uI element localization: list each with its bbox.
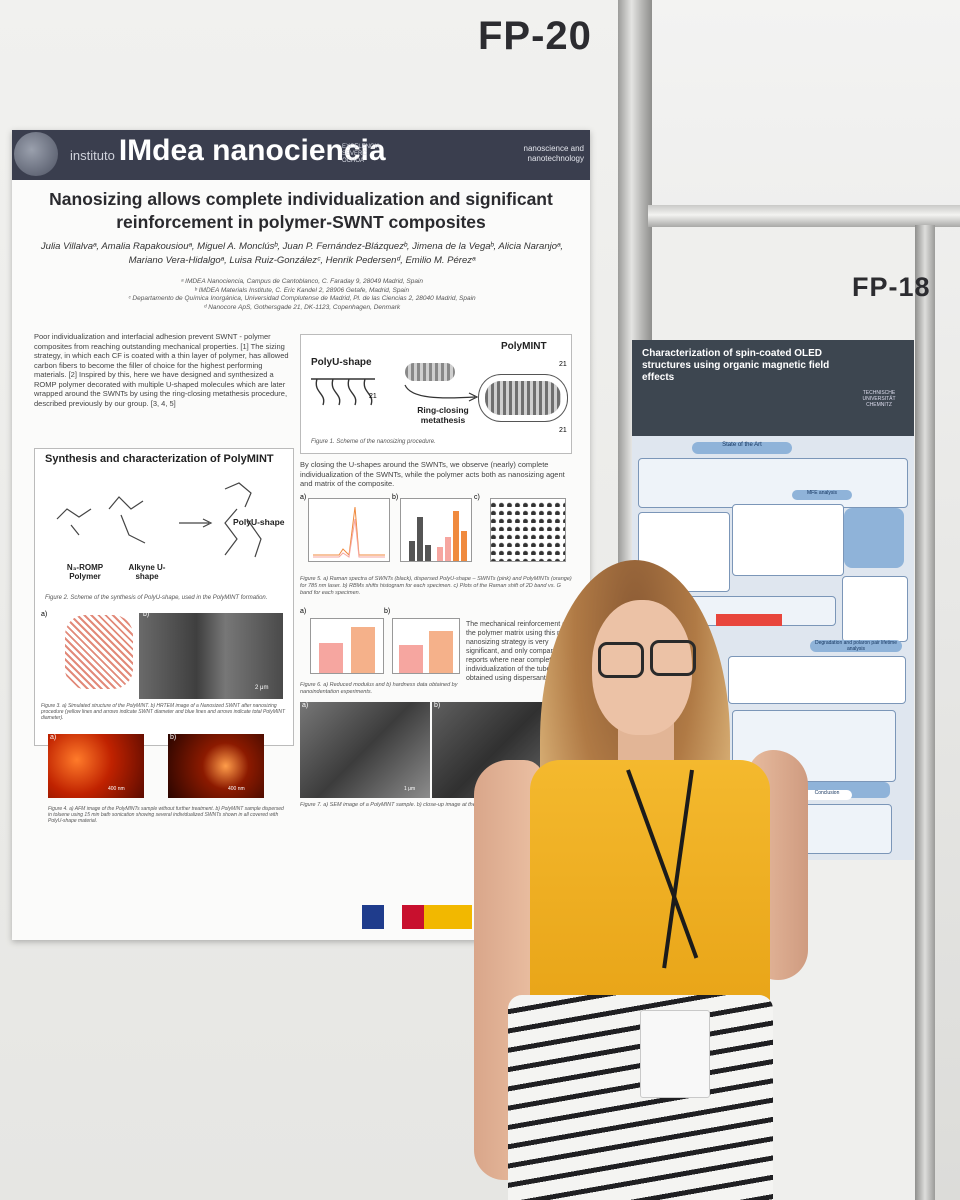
rbm-histogram [400, 498, 472, 562]
raman-spectra-lines [313, 506, 385, 558]
synthesis-section: Synthesis and characterization of PolyMI… [34, 448, 294, 746]
imdea-logo: instituto IMdea nanociencia [70, 134, 386, 167]
scheme-arrow-label: Ring-closing metathesis [417, 405, 469, 425]
nanociencia-logo-icon [14, 132, 58, 176]
fig6-caption: Figure 6. a) Reduced modulus and b) hard… [300, 682, 458, 695]
modulus-bar [351, 627, 375, 673]
scheme-right-subscript-bottom: 21 [559, 427, 567, 434]
intro-paragraph: Poor individualization and interfacial a… [34, 332, 289, 408]
booth-frame-top [648, 205, 960, 227]
fig3-panel-b-label: b) [143, 611, 150, 618]
fig5-panel-a-label: a) [300, 494, 307, 501]
name-badge [640, 1010, 710, 1098]
poster-authors: Julia Villalvaᵃ, Amalia Rapakousiouᵃ, Mi… [40, 241, 564, 266]
afm-scale-b: 400 nm [228, 786, 245, 792]
n3-romp-label: N₃-ROMP Polymer [66, 563, 104, 581]
raman-spectra-plot [308, 498, 390, 562]
polyu-label: PolyU-shape [233, 517, 285, 527]
booth-label-fp18: FP-18 [852, 272, 931, 302]
scheme-figure: PolyU-shape PolyMINT 21 Ring-closing met… [300, 334, 572, 454]
modulus-bar-chart [310, 618, 384, 674]
fig7-panel-b-label: b) [434, 702, 441, 709]
hist-bar [417, 517, 423, 561]
mechanical-paragraph: The mechanical reinforcement of the poly… [466, 621, 574, 682]
poster2-section-degradation: Degradation and polaron pair lifetime an… [810, 640, 902, 652]
hist-bar [453, 511, 459, 561]
modulus-bar [319, 643, 343, 673]
poster2-mfe-plot [732, 504, 844, 576]
afm-image-a [48, 734, 144, 798]
hrtem-image [139, 613, 283, 699]
afm-image-b [168, 734, 264, 798]
fig6-panel-a-label: a) [300, 608, 307, 615]
poster-header: instituto IMdea nanociencia EXCELENCIA SE… [12, 130, 590, 180]
afm-scale-a: 400 nm [108, 786, 125, 792]
booth-frame-post-right [915, 225, 935, 1200]
fig2-caption: Figure 2. Scheme of the synthesis of Pol… [45, 595, 268, 601]
fig7-panel-a-label: a) [302, 702, 309, 709]
severo-ochoa-logo: EXCELENCIA SEVERO OCHOA [342, 144, 380, 164]
glasses-icon [650, 640, 696, 676]
sem-scale-label: 1 μm [404, 786, 416, 792]
person-yellow-top [530, 760, 770, 1015]
fig1-caption: Figure 1. Scheme of the nanosizing proce… [311, 439, 436, 445]
fig4-panel-b-label: b) [170, 734, 177, 741]
hist-bar [461, 531, 467, 561]
hardness-bar [399, 645, 423, 673]
polymint-structure-icon [485, 381, 561, 415]
glasses-icon [598, 642, 644, 678]
header-tagline: nanoscience and nanotechnology [523, 144, 585, 163]
poster2-mfe-note [844, 508, 904, 568]
results-paragraph: By closing the U-shapes around the SWNTs… [300, 460, 565, 488]
fig6-panel-b-label: b) [384, 608, 391, 615]
fig7-caption: Figure 7. a) SEM image of a PolyMINT sam… [300, 802, 485, 808]
hist-bar [437, 547, 443, 561]
poster2-section-mfe: MFE analysis [792, 490, 852, 500]
fig4-caption: Figure 4. a) AFM image of the PolyMINTs … [48, 806, 284, 824]
reaction-arrow-icon [404, 384, 479, 402]
alkyne-label: Alkyne U-shape [128, 563, 166, 581]
polyu-structure-icon [311, 378, 375, 406]
poster2-red-figure [716, 614, 782, 626]
poster2-plot-small [842, 576, 908, 642]
hardness-bar [429, 631, 453, 673]
scheme-right-label: PolyMINT [501, 341, 547, 352]
fig4-panel-a-label: a) [50, 734, 57, 741]
poster2-section-state: State of the Art [692, 442, 792, 454]
scheme-left-label: PolyU-shape [311, 357, 372, 368]
poster2-title: Characterization of spin-coated OLED str… [642, 348, 830, 383]
scheme-left-subscript: 21 [369, 393, 377, 400]
fig5-panel-b-label: b) [392, 494, 399, 501]
poster2-section-conclusion: Conclusion [802, 790, 852, 800]
fig3-panel-a-label: a) [41, 611, 48, 618]
fig5-caption: Figure 5. a) Raman spectra of SWNTs (bla… [300, 576, 572, 596]
hist-bar [445, 537, 451, 561]
poster2-header: Characterization of spin-coated OLED str… [632, 340, 914, 436]
hist-bar [409, 541, 415, 561]
fig5-panel-c-label: c) [474, 494, 480, 501]
poster-title: Nanosizing allows complete individualiza… [49, 189, 553, 232]
booth-label-fp20: FP-20 [478, 14, 592, 58]
poster2-state-box [638, 458, 908, 508]
raman-shift-scatter [490, 498, 566, 562]
sem-image-a [300, 702, 430, 798]
poster-affiliations: ᵃ IMDEA Nanociencia, Campus de Cantoblan… [128, 278, 476, 311]
simulated-polymint-image [65, 615, 133, 689]
hardness-bar-chart [392, 618, 460, 674]
nanotube-icon [405, 363, 455, 381]
synthesis-title: Synthesis and characterization of PolyMI… [45, 453, 274, 465]
poster2-degradation-plots [728, 656, 906, 704]
fig3-caption: Figure 3. a) Simulated structure of the … [41, 703, 285, 721]
hist-bar [425, 545, 431, 561]
scheme-right-subscript-top: 21 [559, 361, 567, 368]
funding-logos [362, 905, 472, 929]
synthesis-structures-icon [56, 482, 262, 558]
poster2-device-photo [638, 512, 730, 592]
tu-chemnitz-logo: TECHNISCHE UNIVERSITÄT CHEMNITZ [862, 390, 896, 408]
hrtem-scale-label: 2 μm [255, 685, 269, 691]
